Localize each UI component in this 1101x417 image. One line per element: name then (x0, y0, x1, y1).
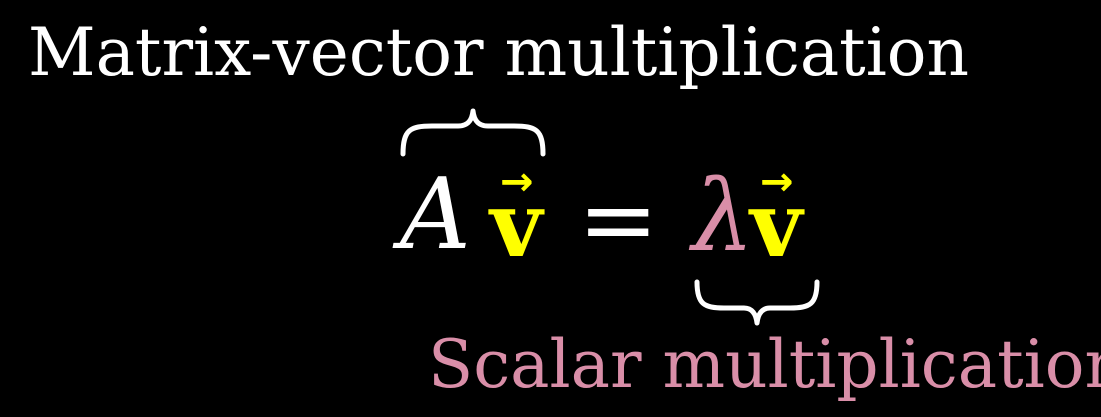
lambda-symbol: λ (692, 160, 755, 274)
overbrace-icon (400, 108, 546, 157)
vector-arrow-left: → (500, 159, 534, 205)
vector-v-symbol-left: v (490, 172, 543, 278)
equals-sign: = (578, 164, 659, 276)
matrix-a-symbol: A (400, 158, 471, 272)
scalar-multiplication-label: Scalar multiplication (428, 326, 1101, 403)
vector-arrow-right: → (760, 159, 794, 205)
underbrace-icon (694, 279, 820, 326)
matrix-vector-label: Matrix-vector multiplication (28, 14, 970, 91)
vector-v-symbol-right: v (750, 172, 803, 278)
